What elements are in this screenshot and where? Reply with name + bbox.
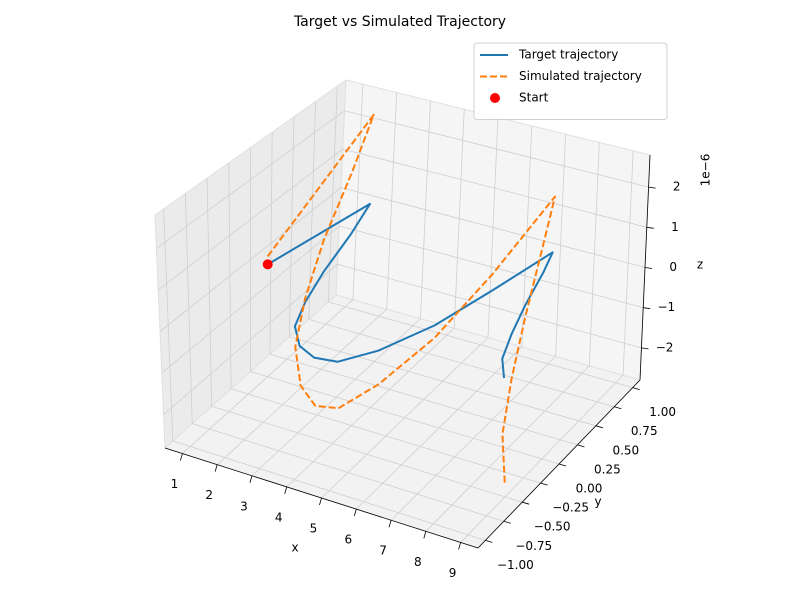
y-tick xyxy=(632,387,640,391)
x-tick-label: 9 xyxy=(449,566,457,580)
x-tick xyxy=(249,475,253,483)
trajectory-line xyxy=(267,202,554,379)
z-grid-line xyxy=(337,263,642,349)
z-grid-line xyxy=(340,187,646,268)
y-tick xyxy=(540,482,548,486)
z-grid-line xyxy=(157,148,344,291)
x-tick xyxy=(319,497,322,506)
z-tick-label: 2 xyxy=(673,180,681,194)
trajectory-line xyxy=(266,113,556,485)
y-grid-line xyxy=(192,423,504,522)
x-axis-line xyxy=(164,447,479,549)
y-tick xyxy=(577,444,585,448)
y-grid-line xyxy=(269,353,578,446)
y-axis-line xyxy=(477,379,641,549)
y-tick-label: −0.75 xyxy=(515,539,552,553)
y-tick-label: 0.50 xyxy=(612,443,639,457)
y-tick xyxy=(614,406,622,410)
legend-marker xyxy=(490,93,500,103)
legend-label: Target trajectory xyxy=(518,48,618,62)
y-grid-line xyxy=(230,388,541,484)
x-tick xyxy=(388,520,392,528)
y-tick-label: −1.00 xyxy=(497,558,534,572)
y-tick-label: −0.25 xyxy=(552,501,589,515)
z-grid-line xyxy=(342,148,647,228)
y-tick xyxy=(558,463,567,467)
z-tick-label: 1 xyxy=(671,220,679,234)
y-grid-line xyxy=(211,405,523,503)
z-tick-label: −2 xyxy=(656,340,674,354)
z-grid-line xyxy=(339,225,644,309)
z-axis-line xyxy=(639,154,651,381)
y-tick-label: 1.00 xyxy=(649,405,676,419)
y-tick-label: 0.25 xyxy=(594,462,621,476)
legend-label: Start xyxy=(519,91,549,105)
x-tick-label: 6 xyxy=(344,533,352,547)
x-tick xyxy=(214,464,218,472)
z-tick-label: −1 xyxy=(658,300,676,314)
y-grid-line xyxy=(328,301,633,389)
x-tick-label: 2 xyxy=(205,488,213,502)
y-tick xyxy=(485,539,493,543)
z-tick xyxy=(648,186,656,189)
x-tick xyxy=(353,509,357,517)
legend-box xyxy=(473,42,668,120)
x-tick-label: 5 xyxy=(310,522,318,536)
y-tick xyxy=(522,501,530,505)
y-tick-label: 0.75 xyxy=(631,424,658,438)
z-tick xyxy=(643,307,651,310)
y-tick xyxy=(503,520,511,524)
x-tick-label: 8 xyxy=(414,555,422,569)
chart-title: Target vs Simulated Trajectory xyxy=(293,14,506,30)
z-tick xyxy=(644,267,653,269)
y-tick-label: 0.00 xyxy=(576,482,603,496)
plot-area: 1 2 3 4 5 6 7 8 9 −1.00 −0.75 −0.50 −0.25 0.00 0.25 0.5… xyxy=(154,79,681,580)
y-tick-label: −0.50 xyxy=(534,520,571,534)
z-tick xyxy=(641,347,649,350)
z-grid-line xyxy=(156,110,345,249)
x-tick xyxy=(284,486,288,494)
x-tick-label: 3 xyxy=(240,499,248,513)
z-axis-label: z xyxy=(697,258,703,272)
x-axis-label: x xyxy=(291,541,298,555)
y-axis-label: y xyxy=(594,495,601,509)
z-tick xyxy=(646,226,654,229)
z-grid-line xyxy=(161,225,340,374)
z-grid-line xyxy=(344,110,649,188)
x-tick xyxy=(180,453,183,461)
y-tick xyxy=(595,425,603,429)
x-tick-label: 4 xyxy=(275,510,283,524)
start-point xyxy=(262,259,273,270)
z-grid-line xyxy=(159,187,342,332)
x-tick-label: 7 xyxy=(379,544,387,558)
x-tick xyxy=(458,542,461,550)
x-tick-label: 1 xyxy=(171,477,179,491)
y-grid-line xyxy=(289,336,596,427)
x-tick xyxy=(423,531,427,539)
y-grid-line xyxy=(308,318,615,408)
y-grid-line xyxy=(172,440,486,541)
legend: Target trajectory Simulated trajectory Sta… xyxy=(473,42,668,120)
z-tick-label: 0 xyxy=(669,260,677,274)
z-offset-label: 1e−6 xyxy=(699,154,713,187)
legend-label: Simulated trajectory xyxy=(519,69,642,83)
